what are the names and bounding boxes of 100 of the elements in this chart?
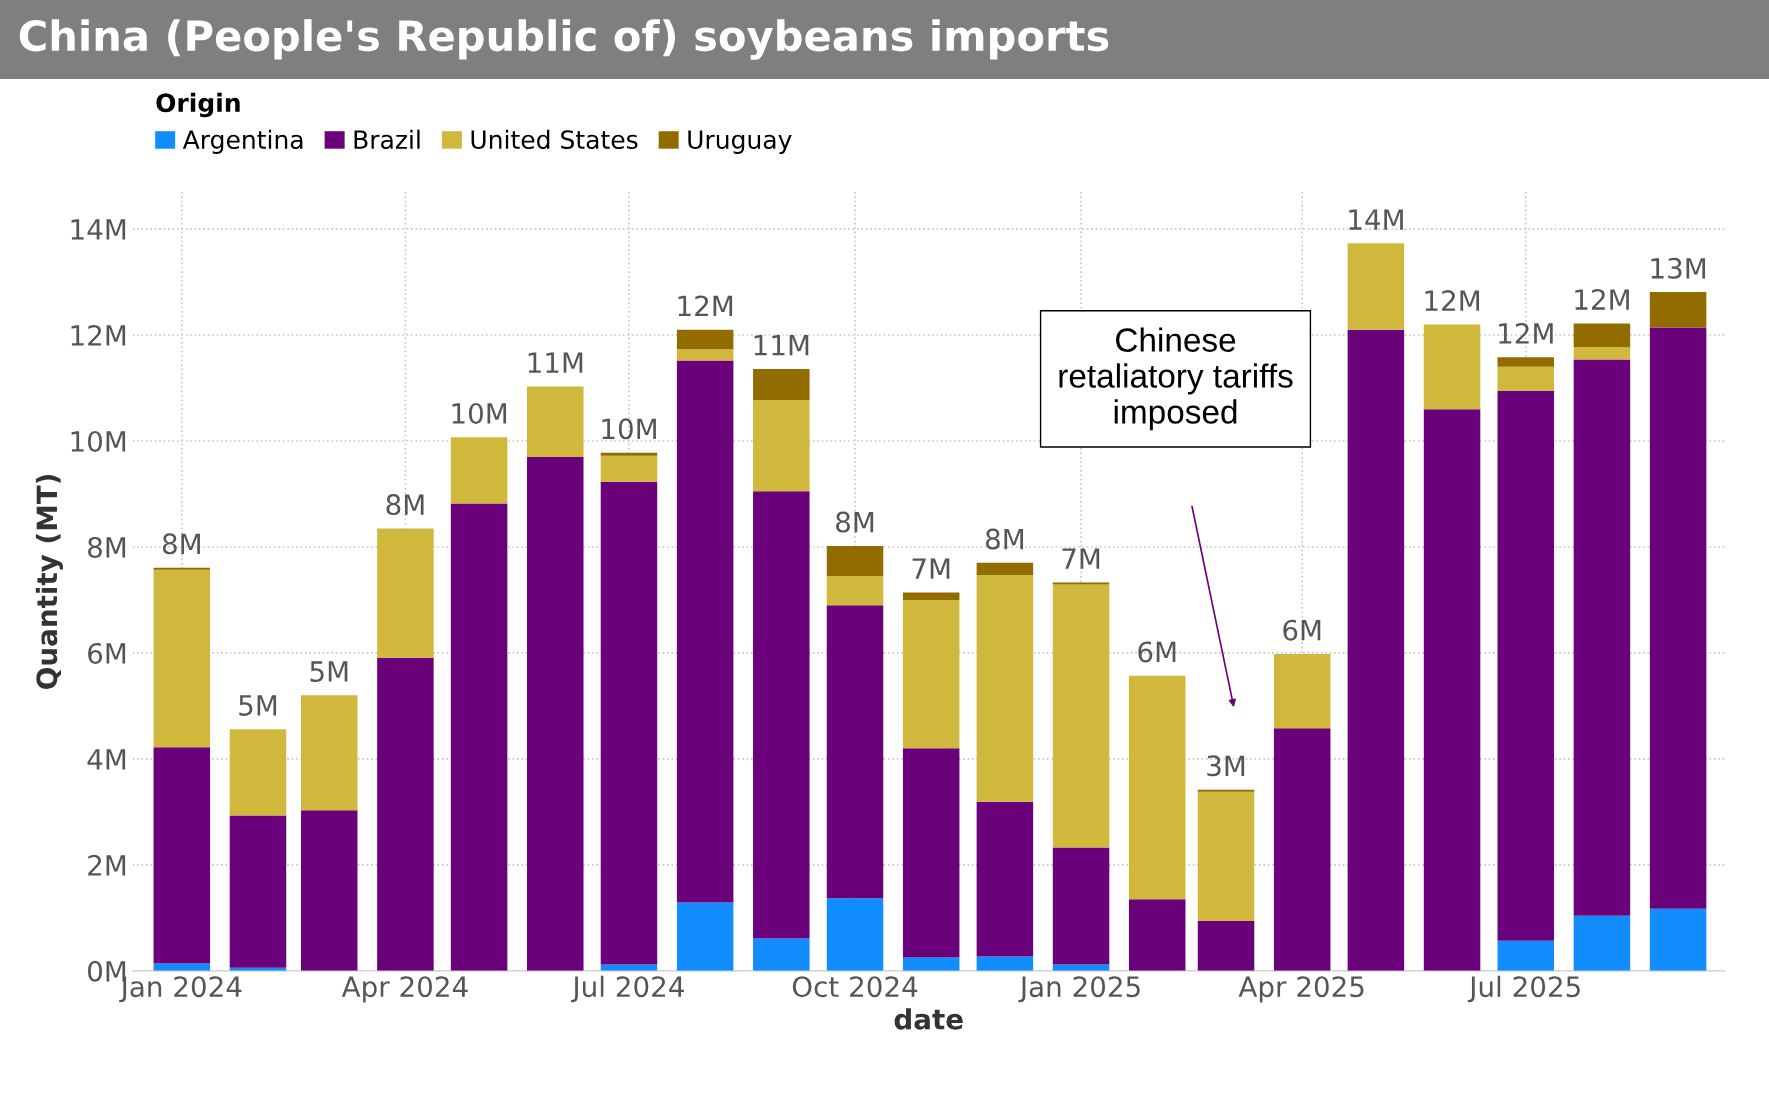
bar <box>826 576 884 606</box>
bar <box>1052 964 1110 971</box>
total-label: 8M <box>836 511 874 533</box>
bar <box>826 545 884 577</box>
y-tick-label: 2M <box>88 854 126 876</box>
bar <box>1497 390 1555 941</box>
bar <box>1052 584 1110 848</box>
total-label: 11M <box>528 352 583 373</box>
bar <box>153 567 211 570</box>
bar <box>1573 347 1631 360</box>
bar <box>976 575 1034 802</box>
bar <box>676 349 734 361</box>
bar <box>1273 654 1331 729</box>
total-label: 10M <box>602 418 656 440</box>
bar <box>1497 366 1555 391</box>
bar <box>450 437 508 504</box>
y-tick-label: 4M <box>87 749 126 770</box>
y-tick-label: 12M <box>71 324 126 346</box>
total-label: 10M <box>452 402 507 424</box>
bar <box>153 747 211 964</box>
legend-title: Origin <box>156 92 240 118</box>
total-label: 12M <box>1425 290 1479 311</box>
bar <box>976 956 1034 971</box>
y-tick-label: 14M <box>71 219 126 240</box>
legend-label: United States <box>471 129 638 150</box>
total-label: 6M <box>1283 619 1321 641</box>
bar <box>300 810 358 971</box>
bar <box>229 815 287 968</box>
x-tick-label: Jul 2024 <box>571 975 684 1003</box>
legend-label: Uruguay <box>688 130 792 154</box>
bar <box>902 748 960 958</box>
y-tick-label: 6M <box>88 642 126 664</box>
bar <box>1347 243 1405 330</box>
bar <box>1273 728 1331 971</box>
legend-label: Argentina <box>182 129 303 154</box>
y-tick-label: 10M <box>71 430 126 452</box>
bar <box>902 957 960 971</box>
bar <box>676 329 734 350</box>
y-axis-title: Quantity (MT) <box>35 474 63 689</box>
bar <box>1497 357 1555 367</box>
bar <box>1649 327 1707 909</box>
bar <box>826 898 884 971</box>
bar <box>153 963 211 971</box>
bar <box>676 360 734 903</box>
annotation: Chinese retaliatory tariffs imposed <box>1059 327 1293 431</box>
bar <box>377 528 434 658</box>
bar <box>527 386 584 457</box>
x-tick-label: Jan 2025 <box>1018 976 1140 1003</box>
bar <box>976 562 1034 576</box>
legend-label: Brazil <box>354 129 420 150</box>
bar <box>377 657 434 971</box>
total-label: 11M <box>754 334 809 356</box>
bar <box>826 605 884 899</box>
total-label: 5M <box>239 695 277 716</box>
bar <box>753 938 810 971</box>
x-axis-title: date <box>894 1008 963 1030</box>
bar <box>450 503 508 971</box>
bar <box>1423 409 1481 971</box>
x-tick-label: Jul 2025 <box>1467 975 1580 1003</box>
bar <box>753 491 810 939</box>
bar <box>600 455 658 482</box>
bar <box>676 902 734 971</box>
total-label: 5M <box>310 661 348 682</box>
x-tick-label: Oct 2024 <box>792 976 918 998</box>
total-label: 7M <box>1062 548 1100 569</box>
bar <box>153 569 211 748</box>
total-label: 7M <box>912 558 950 579</box>
bar <box>1649 292 1707 328</box>
total-label: 8M <box>985 528 1023 550</box>
total-label: 12M <box>1575 289 1629 310</box>
total-label: 12M <box>678 295 733 317</box>
bar <box>1347 329 1405 971</box>
bar <box>753 368 810 401</box>
total-label: 8M <box>386 494 424 516</box>
bar <box>976 801 1034 957</box>
bar <box>1128 675 1186 900</box>
bar <box>902 599 960 749</box>
total-label: 3M <box>1207 755 1245 777</box>
bar <box>1052 582 1110 585</box>
total-label: 13M <box>1651 257 1706 279</box>
bar <box>1197 921 1255 971</box>
bar <box>1197 789 1255 792</box>
x-tick-label: Apr 2025 <box>1238 976 1364 1003</box>
bar <box>600 452 658 456</box>
bar <box>229 729 287 816</box>
bar <box>1573 915 1631 971</box>
bar <box>1573 359 1631 916</box>
total-label: 14M <box>1349 209 1403 230</box>
total-label: 6M <box>1138 641 1176 663</box>
bar <box>1423 324 1481 410</box>
bar <box>753 400 810 492</box>
bar <box>1128 899 1186 971</box>
x-tick-label: Apr 2024 <box>341 976 468 1003</box>
bar <box>600 481 658 965</box>
bar <box>1052 847 1110 965</box>
bar <box>527 456 584 971</box>
bar <box>1573 323 1631 348</box>
bar <box>902 592 960 600</box>
bar <box>600 964 658 971</box>
chart-title: China (People's Republic of) soybeans imports <box>19 19 1109 60</box>
